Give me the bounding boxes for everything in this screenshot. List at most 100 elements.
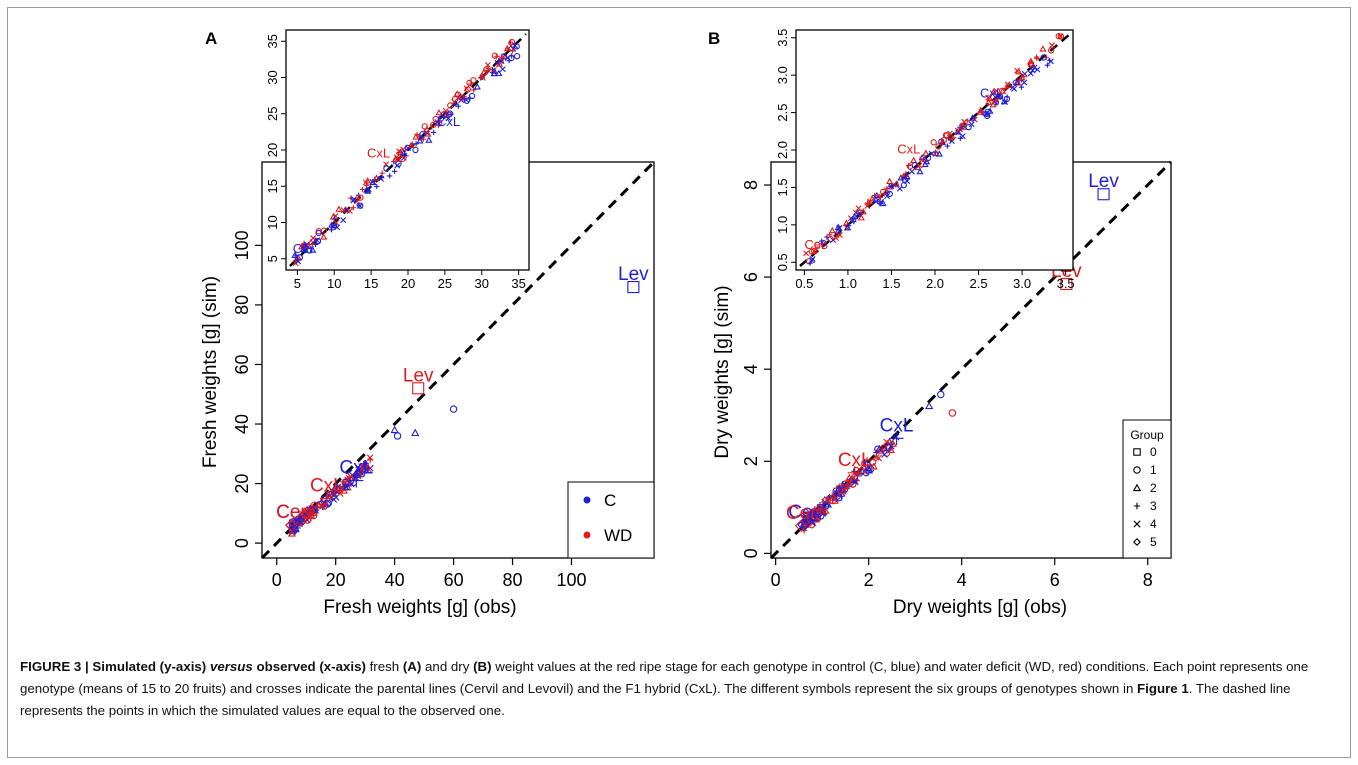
- inset-label-cxl: CxL: [980, 86, 1003, 101]
- inset-data-point: [489, 67, 496, 73]
- inset-data-point: [320, 227, 328, 234]
- point-label-cer: Cer: [276, 502, 307, 523]
- inset-data-point: [1055, 33, 1062, 40]
- inset-data-point: [814, 241, 821, 248]
- inset-data-point: [883, 186, 889, 192]
- inset-data-point: [961, 118, 968, 125]
- inset-data-point: [357, 202, 364, 209]
- data-point: [303, 516, 311, 524]
- inset-label-cxl: CxL: [437, 114, 460, 129]
- data-point-outlier: [925, 401, 934, 410]
- y-tick-label: 40: [232, 414, 252, 434]
- group-legend-label-2: 2: [1150, 481, 1157, 495]
- inset-data-point: [994, 93, 1001, 100]
- legend-c-label: C: [604, 491, 616, 510]
- inset-data-point: [357, 194, 364, 201]
- inset-data-point: [888, 183, 895, 190]
- labeled-point-marker: [285, 518, 298, 532]
- inset-data-point: [310, 235, 317, 242]
- inset-data-point: [413, 141, 419, 147]
- group-legend-label-1: 1: [1150, 463, 1157, 477]
- inset-data-point: [414, 132, 420, 138]
- inset-data-point: [435, 108, 443, 116]
- inset-data-point: [864, 203, 871, 210]
- point-label-cer: Cer: [276, 502, 307, 523]
- inset-data-point: [897, 174, 905, 181]
- inset-data-point: [1021, 79, 1028, 86]
- inset-data-point: [394, 162, 401, 169]
- inset-data-point: [1044, 62, 1050, 68]
- data-point: [328, 496, 335, 503]
- inset-data-point: [412, 146, 419, 154]
- inset-y-tick-label: 1.5: [775, 178, 790, 196]
- inset-data-point: [1000, 97, 1008, 105]
- caption-text-3: weight values at the red ripe stage for …: [20, 659, 1309, 696]
- caption-text-4: . The dashed line represents the points …: [20, 681, 1291, 718]
- inset-data-point: [922, 157, 931, 165]
- inset-data-point: [824, 234, 830, 240]
- inset-x-tick-label: 15: [364, 276, 378, 291]
- panel-a-label: A: [205, 29, 217, 48]
- inset-data-point: [1029, 67, 1036, 74]
- inset-y-tick-label: 15: [265, 179, 280, 193]
- panel-b-group-legend: Group 0 1 2 3 4 5: [1122, 419, 1172, 559]
- inset-data-point: [302, 242, 309, 248]
- inset-x-tick-label: 1.0: [839, 276, 857, 291]
- inset-data-point: [811, 248, 818, 255]
- inset-data-point: [491, 52, 499, 59]
- data-point: [892, 433, 900, 441]
- inset-data-point: [328, 221, 336, 228]
- data-point: [367, 456, 374, 463]
- data-point: [851, 478, 859, 486]
- group-legend-marker-0: [1133, 448, 1141, 456]
- inset-data-point: [876, 193, 882, 200]
- inset-data-point: [400, 149, 408, 156]
- figure-chart: A Fresh weights [g] (obs) Fresh weights …: [200, 29, 1173, 618]
- inset-data-point: [991, 98, 998, 105]
- inset-x-tick-label: 3.5: [1057, 276, 1075, 291]
- figure-caption: FIGURE 3 | Simulated (y-axis) versus obs…: [20, 656, 1338, 722]
- inset-data-point: [1040, 54, 1047, 61]
- inset-data-point: [463, 96, 470, 103]
- caption-figure1-link[interactable]: Figure 1: [1137, 681, 1189, 696]
- inset-data-point: [905, 162, 912, 169]
- inset-data-point: [864, 200, 871, 206]
- data-point: [834, 484, 843, 492]
- inset-data-point: [447, 102, 454, 109]
- data-point: [829, 497, 837, 505]
- y-tick-label: 100: [232, 230, 252, 260]
- point-label-lev: Lev: [1088, 171, 1119, 192]
- inset-data-point: [1047, 58, 1054, 65]
- data-point: [296, 513, 303, 520]
- y-tick-label: 6: [741, 272, 761, 282]
- inset-data-point: [1031, 64, 1038, 71]
- data-point-outlier: [390, 425, 399, 434]
- data-point: [822, 500, 831, 508]
- data-point: [844, 485, 851, 492]
- inset-data-point: [1004, 81, 1011, 88]
- inset-data-point: [463, 85, 470, 92]
- inset-data-point: [984, 98, 993, 105]
- inset-data-point: [340, 217, 347, 224]
- inset-data-point: [911, 162, 918, 169]
- labeled-point-marker: [349, 473, 364, 488]
- inset-data-point: [949, 136, 955, 142]
- inset-data-point: [807, 260, 813, 266]
- inset-data-point: [892, 180, 900, 187]
- inset-data-point: [335, 205, 343, 212]
- inset-data-point: [1009, 84, 1016, 91]
- labeled-point-marker: [794, 519, 808, 533]
- group-legend-label-3: 3: [1150, 499, 1157, 513]
- inset-x-tick-label: 25: [438, 276, 452, 291]
- x-tick-label: 0: [771, 570, 781, 590]
- inset-label-cer: Cer: [804, 237, 826, 252]
- legend-box: [567, 481, 655, 559]
- group-legend-marker-4: [1133, 520, 1141, 528]
- inset-data-point: [989, 101, 997, 108]
- panel-a-legend: C WD: [567, 481, 655, 559]
- panel-a: A Fresh weights [g] (obs) Fresh weights …: [200, 29, 656, 618]
- group-legend-marker-3: [1133, 502, 1141, 510]
- caption-panel-a-ref: (A): [402, 659, 422, 674]
- labeled-point-marker: [797, 518, 810, 532]
